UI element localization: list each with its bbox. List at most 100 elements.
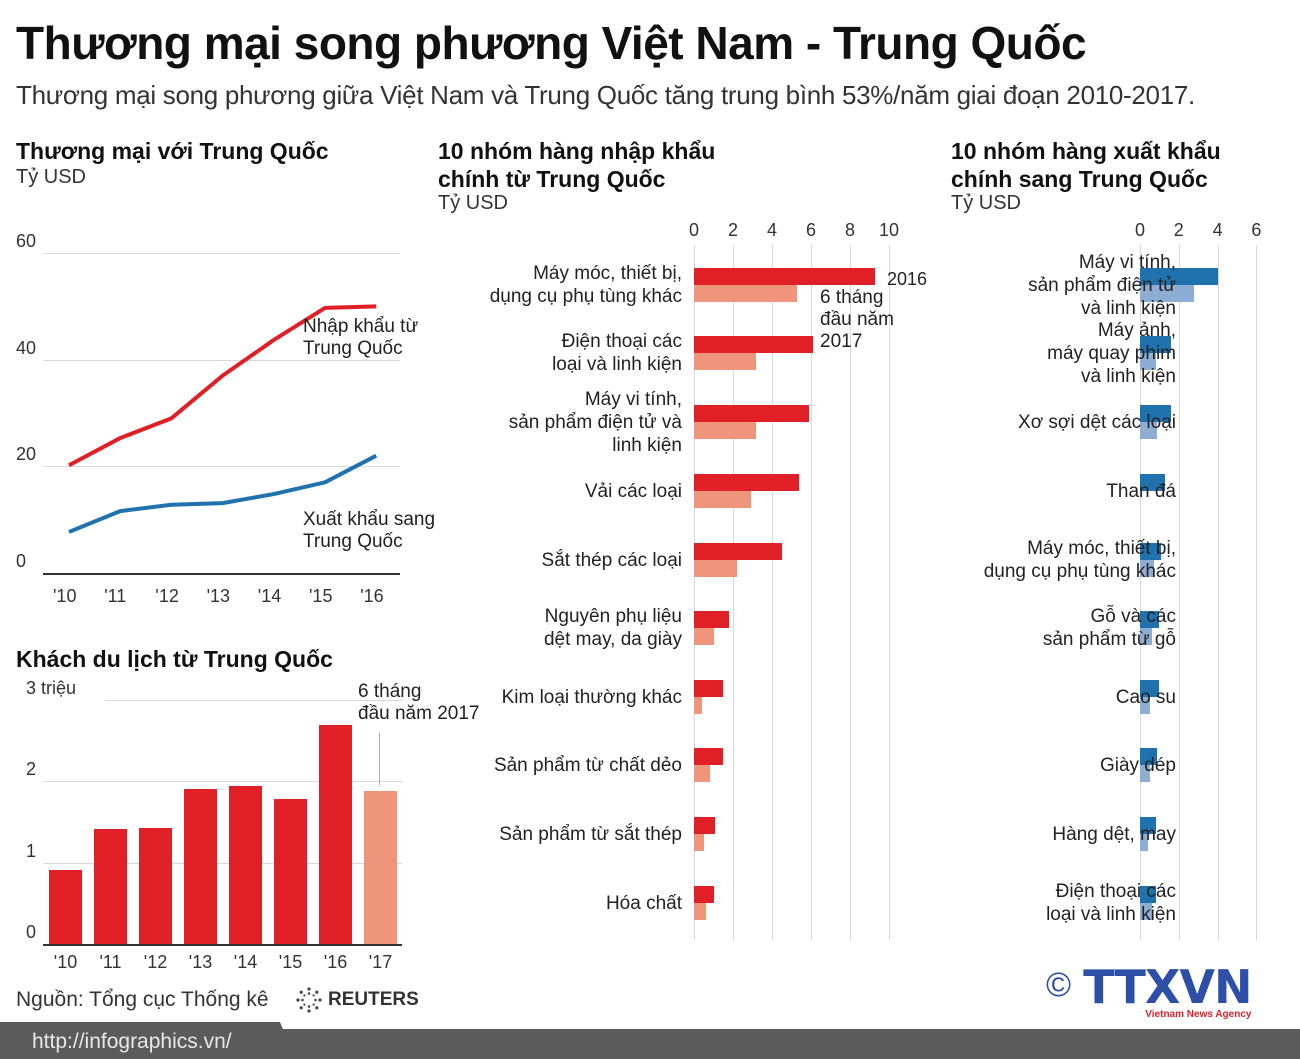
category-label-line: Sản phẩm từ chất dẻo <box>493 754 682 776</box>
bar-2017 <box>1140 765 1150 782</box>
category-label: Sắt thép các loại <box>542 549 682 572</box>
x-tick-label: '10 <box>53 952 78 972</box>
bar-2016 <box>1140 886 1156 903</box>
category-label: Vải các loại <box>585 480 682 503</box>
ttxvn-subtitle: Vietnam News Agency <box>1145 1009 1252 1020</box>
page-subtitle: Thương mại song phương giữa Việt Nam và … <box>16 80 1195 110</box>
bar-2016 <box>694 405 810 422</box>
category-label-line: Cao su <box>1115 686 1176 708</box>
reuters-logo: REUTERS <box>296 987 419 1013</box>
category-label: Điện thoại các loại và linh kiện <box>1046 880 1176 926</box>
x-tick-label: '15 <box>278 952 303 972</box>
category-label-line: Điện thoại các <box>561 331 682 352</box>
tourism-bar <box>139 827 172 944</box>
y-tick-label: 0 <box>26 922 37 942</box>
bar-2017 <box>1140 834 1148 851</box>
gridline <box>694 245 695 940</box>
category-label-line: Hóa chất <box>605 892 682 914</box>
category-label-line: máy quay phim <box>1047 342 1176 364</box>
exports-chart-unit: Tỷ USD <box>951 192 1021 214</box>
import-label-line2: Trung Quốc <box>303 338 403 359</box>
category-label: Cao su <box>1116 686 1176 709</box>
x-tick-label: 4 <box>766 220 777 240</box>
category-label-line: Sản phẩm từ sắt thép <box>499 823 682 845</box>
bar-2017 <box>694 491 751 508</box>
export-label-line2: Trung Quốc <box>303 531 403 552</box>
series-line <box>68 453 378 534</box>
import-label-line1: Nhập khẩu từ <box>303 316 419 337</box>
bar-2017 <box>1140 697 1150 714</box>
legend-2017-line3: 2017 <box>820 331 863 352</box>
gridline <box>811 245 812 940</box>
category-label: Hóa chất <box>606 892 682 915</box>
bar-2016 <box>1140 543 1162 560</box>
bar-2017 <box>694 765 710 782</box>
exports-title-line2: chính sang Trung Quốc <box>951 166 1208 192</box>
x-tick-label: 0 <box>688 220 699 240</box>
tourism-bar <box>49 869 82 944</box>
category-label-line: Hàng dệt, may <box>1052 823 1176 845</box>
tourism-bar <box>229 786 262 944</box>
x-tick-label: 2 <box>727 220 738 240</box>
x-tick-label: 6 <box>805 220 816 240</box>
gridline <box>1178 245 1180 940</box>
bar-2017 <box>1140 353 1156 370</box>
category-label-line: Gỗ và các <box>1090 606 1176 627</box>
category-label-line: Xơ sợi dệt các loại <box>1018 411 1176 433</box>
category-label-line: Than đá <box>1106 480 1176 502</box>
x-tick-label: 8 <box>844 220 855 240</box>
page-title: Thương mại song phương Việt Nam - Trung … <box>16 17 1087 69</box>
gridline <box>43 253 400 254</box>
bar-2016 <box>694 680 724 697</box>
category-label-line: sản phẩm điện tử <box>1028 274 1176 296</box>
bar-2017 <box>1140 422 1158 439</box>
category-label: Gỗ và các sản phẩm từ gỗ <box>1043 605 1176 651</box>
source-text: Nguồn: Tổng cục Thống kê <box>16 988 269 1011</box>
x-tick-label: '13 <box>206 586 231 606</box>
imports-title-line1: 10 nhóm hàng nhập khẩu <box>438 138 716 164</box>
category-label-line: dụng cụ phụ tùng khác <box>983 561 1176 582</box>
tourism-bar <box>274 799 307 944</box>
category-label: Sản phẩm từ sắt thép <box>499 823 682 846</box>
y-tick-label: 20 <box>16 444 37 465</box>
trade-chart-title: Thương mại với Trung Quốc <box>16 138 329 164</box>
bar-2016 <box>694 611 730 628</box>
category-label: Kim loại thường khác <box>502 686 682 709</box>
bar-2017 <box>694 834 704 851</box>
gridline <box>43 781 402 783</box>
bar-2016 <box>1140 817 1156 834</box>
x-tick-label: '15 <box>309 586 333 606</box>
imports-chart-title: 10 nhóm hàng nhập khẩu chính từ Trung Qu… <box>438 137 715 193</box>
category-label: Sản phẩm từ chất dẻo <box>494 754 682 777</box>
x-tick-label: '11 <box>99 952 122 972</box>
x-tick-label: '16 <box>323 952 348 972</box>
export-series-label: Xuất khẩu sang Trung Quốc <box>303 509 435 553</box>
tourism-annotation-line1: 6 tháng <box>358 681 422 702</box>
gridline <box>1256 245 1258 940</box>
category-label-line: sản phẩm từ gỗ <box>1042 629 1176 650</box>
bar-2016 <box>694 543 782 560</box>
bar-2016 <box>694 817 716 834</box>
gridline <box>733 245 734 940</box>
tourism-bar <box>184 789 217 944</box>
tourism-bar <box>94 829 127 944</box>
x-tick-label: '14 <box>257 586 282 606</box>
bar-2016 <box>1140 268 1218 285</box>
category-label-line: dụng cụ phụ tùng khác <box>489 286 682 307</box>
gridline <box>772 245 773 940</box>
y-tick-label: 40 <box>16 337 37 358</box>
reuters-label: REUTERS <box>328 989 419 1010</box>
bar-2017 <box>694 697 702 714</box>
bar-2016 <box>694 748 724 765</box>
category-label-line: và linh kiện <box>1080 297 1176 319</box>
ttxvn-wordmark: TTXVN <box>1083 960 1252 1014</box>
x-tick-label: 4 <box>1212 220 1223 240</box>
x-tick-label: '10 <box>53 586 77 606</box>
bar-2016 <box>694 268 876 285</box>
y-tick-label: 60 <box>16 231 37 251</box>
category-label: Máy ảnh, máy quay phim và linh kiện <box>1047 319 1176 388</box>
website-link[interactable]: http://infographics.vn/ <box>32 1030 232 1053</box>
y-tick-label: 1 <box>26 840 37 861</box>
x-tick-label: '16 <box>360 586 384 606</box>
category-label-line: Điện thoại các <box>1055 881 1176 902</box>
